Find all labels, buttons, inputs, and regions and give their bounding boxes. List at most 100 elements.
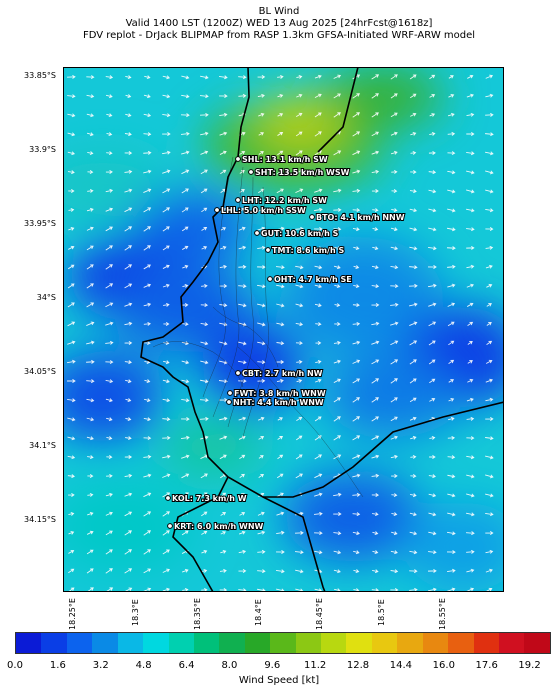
wind-arrow <box>257 378 266 383</box>
wind-arrow <box>429 435 436 440</box>
wind-arrow <box>371 473 380 478</box>
wind-arrow <box>371 131 380 137</box>
station-marker <box>248 169 254 175</box>
wind-arrow <box>238 530 246 535</box>
wind-arrow <box>181 75 190 80</box>
wind-arrow <box>220 227 227 231</box>
wind-arrow <box>86 226 94 231</box>
wind-arrow <box>86 379 95 384</box>
y-tick-label: 34.15°S <box>24 515 56 524</box>
wind-arrow <box>467 321 474 327</box>
wind-arrow <box>125 417 132 422</box>
wind-arrow <box>86 207 94 212</box>
wind-arrow <box>447 283 456 288</box>
wind-arrow <box>371 112 379 118</box>
colorbar-swatch <box>448 633 474 653</box>
wind-arrow <box>409 283 418 288</box>
wind-arrow <box>143 454 152 459</box>
colorbar-swatch <box>41 633 67 653</box>
wind-arrow <box>295 341 303 346</box>
wind-arrow <box>257 511 265 516</box>
wind-arrow <box>181 379 190 384</box>
wind-arrow <box>143 207 152 213</box>
wind-arrow <box>105 207 114 212</box>
wind-arrow <box>124 549 132 555</box>
wind-arrow <box>200 341 209 346</box>
wind-arrow <box>466 302 474 307</box>
wind-arrow <box>220 169 227 175</box>
wind-arrow <box>390 550 398 555</box>
wind-speed-field: SHL: 13.1 km/h SW SHT: 13.5 km/h WSW LHT: … <box>63 67 504 592</box>
wind-arrow <box>238 264 247 269</box>
wind-arrow <box>427 265 437 269</box>
wind-arrow <box>162 150 171 155</box>
wind-arrow <box>352 321 361 326</box>
wind-arrow <box>333 397 341 403</box>
wind-arrow <box>124 568 133 574</box>
wind-arrow <box>466 436 475 441</box>
station-marker <box>265 247 271 253</box>
wind-arrow <box>467 74 474 79</box>
wind-arrow <box>315 322 322 327</box>
wind-arrow <box>182 587 189 592</box>
wind-arrow <box>181 398 190 403</box>
wind-arrow <box>162 94 171 99</box>
wind-arrow <box>219 416 228 421</box>
wind-arrow <box>201 246 208 250</box>
wind-arrow <box>219 112 228 117</box>
wind-arrow <box>484 151 494 156</box>
wind-arrow <box>68 245 75 250</box>
wind-arrow <box>485 132 494 137</box>
wind-arrow <box>144 379 151 384</box>
wind-arrow <box>143 94 151 99</box>
wind-arrow <box>294 530 304 535</box>
wind-arrow <box>124 169 133 174</box>
wind-arrow <box>295 207 304 212</box>
wind-arrow <box>219 568 227 573</box>
wind-arrow <box>143 150 152 155</box>
wind-arrow <box>87 455 94 460</box>
wind-arrow <box>485 455 494 460</box>
wind-arrow <box>258 188 265 194</box>
wind-arrow <box>86 530 94 535</box>
wind-arrow <box>86 568 94 574</box>
wind-arrow <box>372 569 379 574</box>
wind-arrow <box>410 435 417 440</box>
x-tick-label: 18.3°E <box>131 599 140 626</box>
wind-arrow <box>200 150 209 155</box>
wind-arrow <box>86 113 94 118</box>
wind-arrow <box>448 340 455 346</box>
wind-arrow <box>277 454 284 460</box>
wind-arrow <box>124 302 133 307</box>
wind-arrow <box>409 208 418 213</box>
wind-arrow <box>447 321 455 327</box>
wind-arrow <box>391 189 398 193</box>
wind-arrow <box>163 360 170 365</box>
wind-arrow <box>371 416 380 422</box>
wind-arrow <box>428 512 437 517</box>
wind-arrow <box>485 245 494 250</box>
wind-arrow <box>333 531 342 536</box>
wind-arrow <box>428 568 437 573</box>
terrain-contours <box>152 156 364 498</box>
wind-arrow <box>277 436 284 440</box>
wind-arrow <box>467 341 473 345</box>
wind-arrow <box>162 264 170 269</box>
wind-arrow <box>390 340 399 346</box>
wind-arrow <box>295 131 303 137</box>
colorbar-swatch <box>422 633 449 653</box>
wind-arrow <box>257 226 266 231</box>
wind-arrow <box>105 398 113 403</box>
wind-arrow <box>68 493 75 497</box>
wind-arrow <box>105 245 113 251</box>
wind-arrow <box>429 397 436 402</box>
wind-arrow <box>277 131 284 136</box>
wind-arrow <box>485 549 494 554</box>
wind-arrow <box>353 284 360 289</box>
wind-arrow <box>162 245 170 251</box>
wind-arrow <box>181 341 189 346</box>
wind-arrow <box>485 378 493 383</box>
wind-arrow <box>257 93 265 98</box>
wind-arrow <box>314 112 322 118</box>
colorbar-swatch <box>473 633 500 653</box>
